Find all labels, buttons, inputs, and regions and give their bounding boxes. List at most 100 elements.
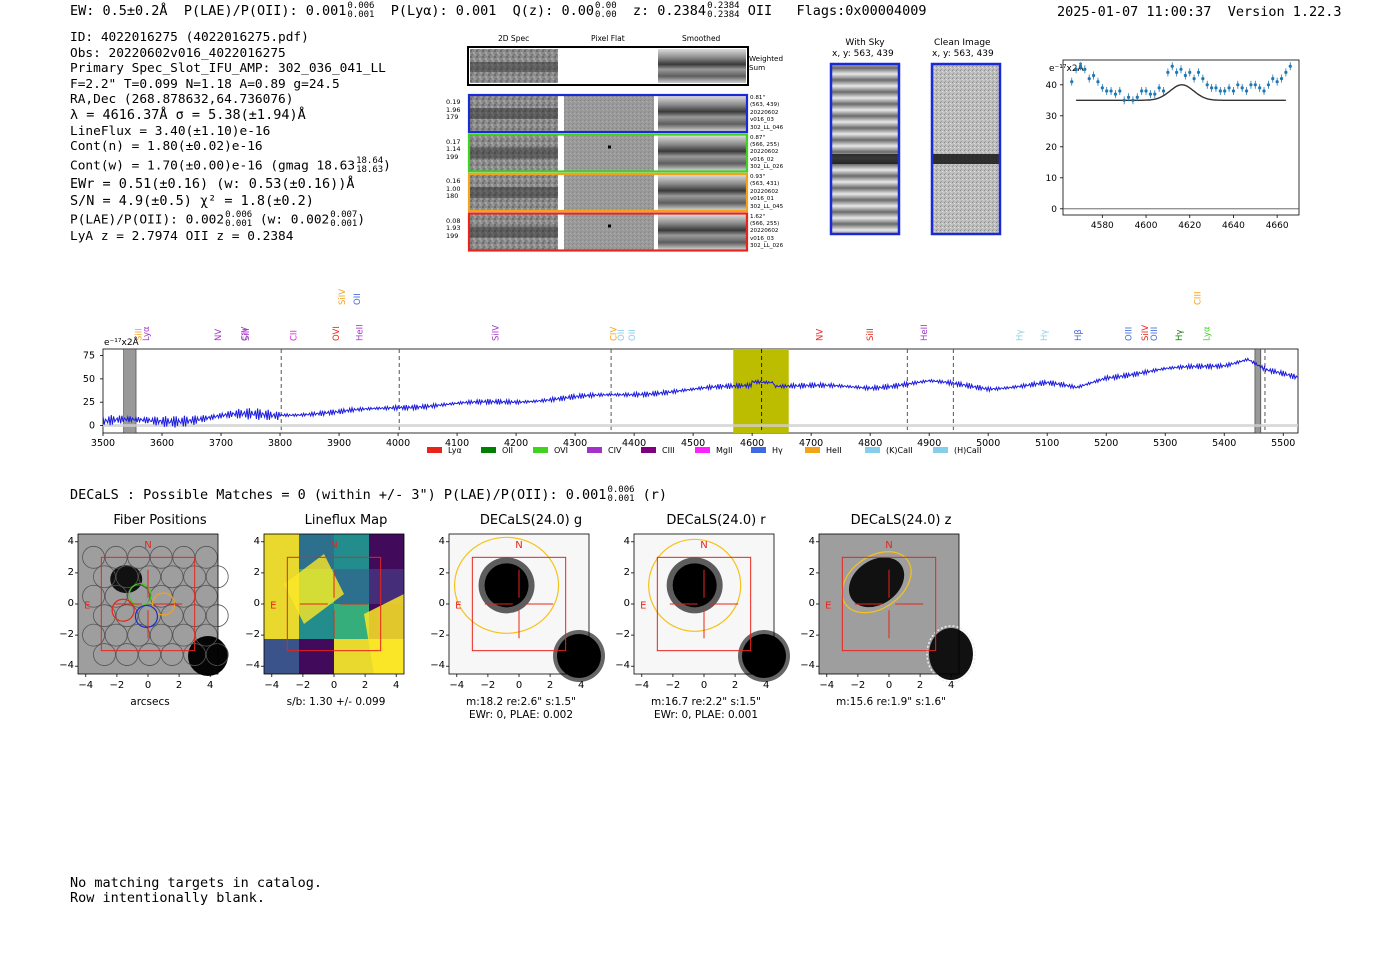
legend-swatch xyxy=(641,447,656,453)
decals-x-tick: −2 xyxy=(851,680,866,691)
cutout-right-label: 0.87" xyxy=(750,134,766,141)
footer-line-2: Row intentionally blank. xyxy=(70,890,266,906)
zoom-data-point xyxy=(1157,86,1161,90)
cutout-row-right-labels: 0.81" (563, 439) 20220602 v016_03 302_LL_046 xyxy=(750,95,783,132)
compass-north: N xyxy=(144,540,151,551)
decals-caption: m:16.7 re:2.2" s:1.5" xyxy=(651,696,761,708)
weighted-sum-label: Weighted Sum xyxy=(749,54,784,72)
qz-lo: 0.00 xyxy=(594,10,617,20)
col-header-smoothed: Smoothed xyxy=(682,34,721,43)
decals-y-tick: 2 xyxy=(808,566,815,578)
zoom-data-point xyxy=(1288,64,1292,68)
cutout-right-label: v016_01 xyxy=(750,196,774,203)
signal-noise: S/N = 4.9(±0.5) χ² = 1.8(±0.2) xyxy=(70,193,314,210)
decals-y-tick: 4 xyxy=(808,535,815,547)
zoom-data-point xyxy=(1183,73,1187,78)
full-x-tick: 4200 xyxy=(504,438,528,449)
plae-hi: 0.006 xyxy=(347,1,375,11)
zoom-data-point xyxy=(1083,67,1087,71)
full-x-tick: 4900 xyxy=(917,438,941,449)
decals-panel: Fiber Positions N E −4 −2 0 2 4 4 2 0 −2 −4 arcsecs xyxy=(59,512,250,727)
legend-label: CIV xyxy=(608,446,622,455)
decals-x-tick: 2 xyxy=(732,680,738,691)
decals-y-tick: −2 xyxy=(245,629,260,641)
cont-n: Cont(n) = 1.80(±0.02)e-16 xyxy=(70,139,263,155)
cutout-left-label: 179 xyxy=(446,113,459,122)
plae-line: P(LAE)/P(OII): 0.002 0.006 0.001 (w: 0.002… xyxy=(70,210,391,229)
cutout-right-label: 302_LL_026 xyxy=(750,164,784,171)
decals-panel-image: N E −4 −2 0 2 4 xyxy=(261,533,405,691)
zoom-data-point xyxy=(1135,95,1139,99)
decals-y-tick: 4 xyxy=(623,535,630,547)
legend-swatch xyxy=(427,447,442,453)
flags-value: Flags:0x00004009 xyxy=(796,3,927,19)
full-x-tick: 4600 xyxy=(740,438,764,449)
zoom-data-point xyxy=(1122,98,1126,102)
decals-x-tick: 0 xyxy=(145,680,151,691)
zoom-data-point xyxy=(1100,86,1104,90)
clean-image-title: Clean Image xyxy=(934,38,991,48)
zoom-data-point xyxy=(1284,70,1288,74)
zoom-data-point xyxy=(1227,86,1231,90)
line-label: CIV xyxy=(609,327,619,341)
full-x-tick: 5000 xyxy=(976,438,1000,449)
decals-x-tick: 2 xyxy=(362,680,368,691)
zoom-y-tick: 20 xyxy=(1046,143,1058,153)
qz-hi: 0.00 xyxy=(594,1,617,11)
plae-info-lo: 0.001 xyxy=(225,218,253,229)
decals-panel-title: Lineflux Map xyxy=(304,513,388,528)
legend-label: MgII xyxy=(716,446,733,455)
zoom-data-point xyxy=(1236,83,1240,87)
decals-panel-title: DECaLS(24.0) z xyxy=(850,513,952,528)
compass-north: N xyxy=(330,540,337,551)
legend-swatch xyxy=(751,447,766,453)
full-plot-frame xyxy=(102,348,1299,434)
z-hi: 0.2384 xyxy=(707,1,740,11)
cutout-row-left-labels: 0.19 1.96 179 xyxy=(446,98,461,122)
cutout-row-left-labels: 0.17 1.14 199 xyxy=(446,138,460,162)
decals-x-tick: 0 xyxy=(886,680,892,691)
cutout-right-label: v016_03 xyxy=(750,117,774,124)
line-flux: LineFlux = 3.40(±1.10)e-16 xyxy=(70,123,271,139)
decals-caption: m:15.6 re:1.9" s:1.6" xyxy=(836,696,946,708)
cont-w-lo: 18.63 xyxy=(356,164,384,175)
full-x-tick: 5100 xyxy=(1035,438,1059,449)
zoom-fit-curve xyxy=(1076,84,1286,101)
legend-label: Hγ xyxy=(772,446,783,455)
cutout-right-label: (566, 255) xyxy=(750,141,780,148)
detect-id: ID: 4022016275 (4022016275.pdf) xyxy=(70,30,309,45)
zoom-x-tick: 4640 xyxy=(1222,221,1245,231)
decals-panel: Lineflux Map N E −4 −2 0 2 4 4 2 0 −2 −4 s/b: 1.30 +/… xyxy=(245,512,436,727)
zoom-data-point xyxy=(1223,89,1227,93)
full-x-tick: 4800 xyxy=(858,438,882,449)
line-label: HeII xyxy=(356,324,366,341)
zoom-data-point xyxy=(1078,64,1083,68)
legend-swatch xyxy=(865,447,880,453)
cutout-images xyxy=(467,46,749,252)
full-x-tick: 4400 xyxy=(622,438,646,449)
zoom-data-point xyxy=(1148,92,1153,96)
z-line: OII xyxy=(747,3,773,19)
cutout-left-label: 1.96 xyxy=(446,105,461,114)
decals-caption-2: EWr: 0, PLAE: 0.001 xyxy=(653,709,759,721)
decals-panel-title: DECaLS(24.0) g xyxy=(479,513,583,528)
z-lo: 0.2384 xyxy=(707,10,740,20)
zoom-data-point xyxy=(1153,92,1157,96)
zoom-data-point xyxy=(1087,77,1091,81)
zoom-data-point xyxy=(1266,83,1271,87)
line-label: CII xyxy=(290,330,300,341)
line-label: Lyα xyxy=(1203,326,1213,341)
decals-x-tick: 4 xyxy=(393,680,399,691)
decals-y-tick: 2 xyxy=(438,566,445,578)
line-label: OVI xyxy=(332,326,342,341)
cutout-left-label: 0.19 xyxy=(446,98,461,106)
decals-band: (r) xyxy=(642,487,668,503)
full-y-tick: 25 xyxy=(83,397,95,408)
zoom-data-point xyxy=(1131,98,1135,102)
decals-y-tick: −4 xyxy=(245,660,260,672)
aperture-box xyxy=(841,556,937,652)
lya-oii-z: LyA z = 2.7974 OII z = 0.2384 xyxy=(70,228,294,244)
decals-x-tick: 4 xyxy=(578,680,584,691)
full-y-tick: 0 xyxy=(89,421,95,432)
ra-dec: RA,Dec (268.878632,64.736076) xyxy=(70,92,294,108)
